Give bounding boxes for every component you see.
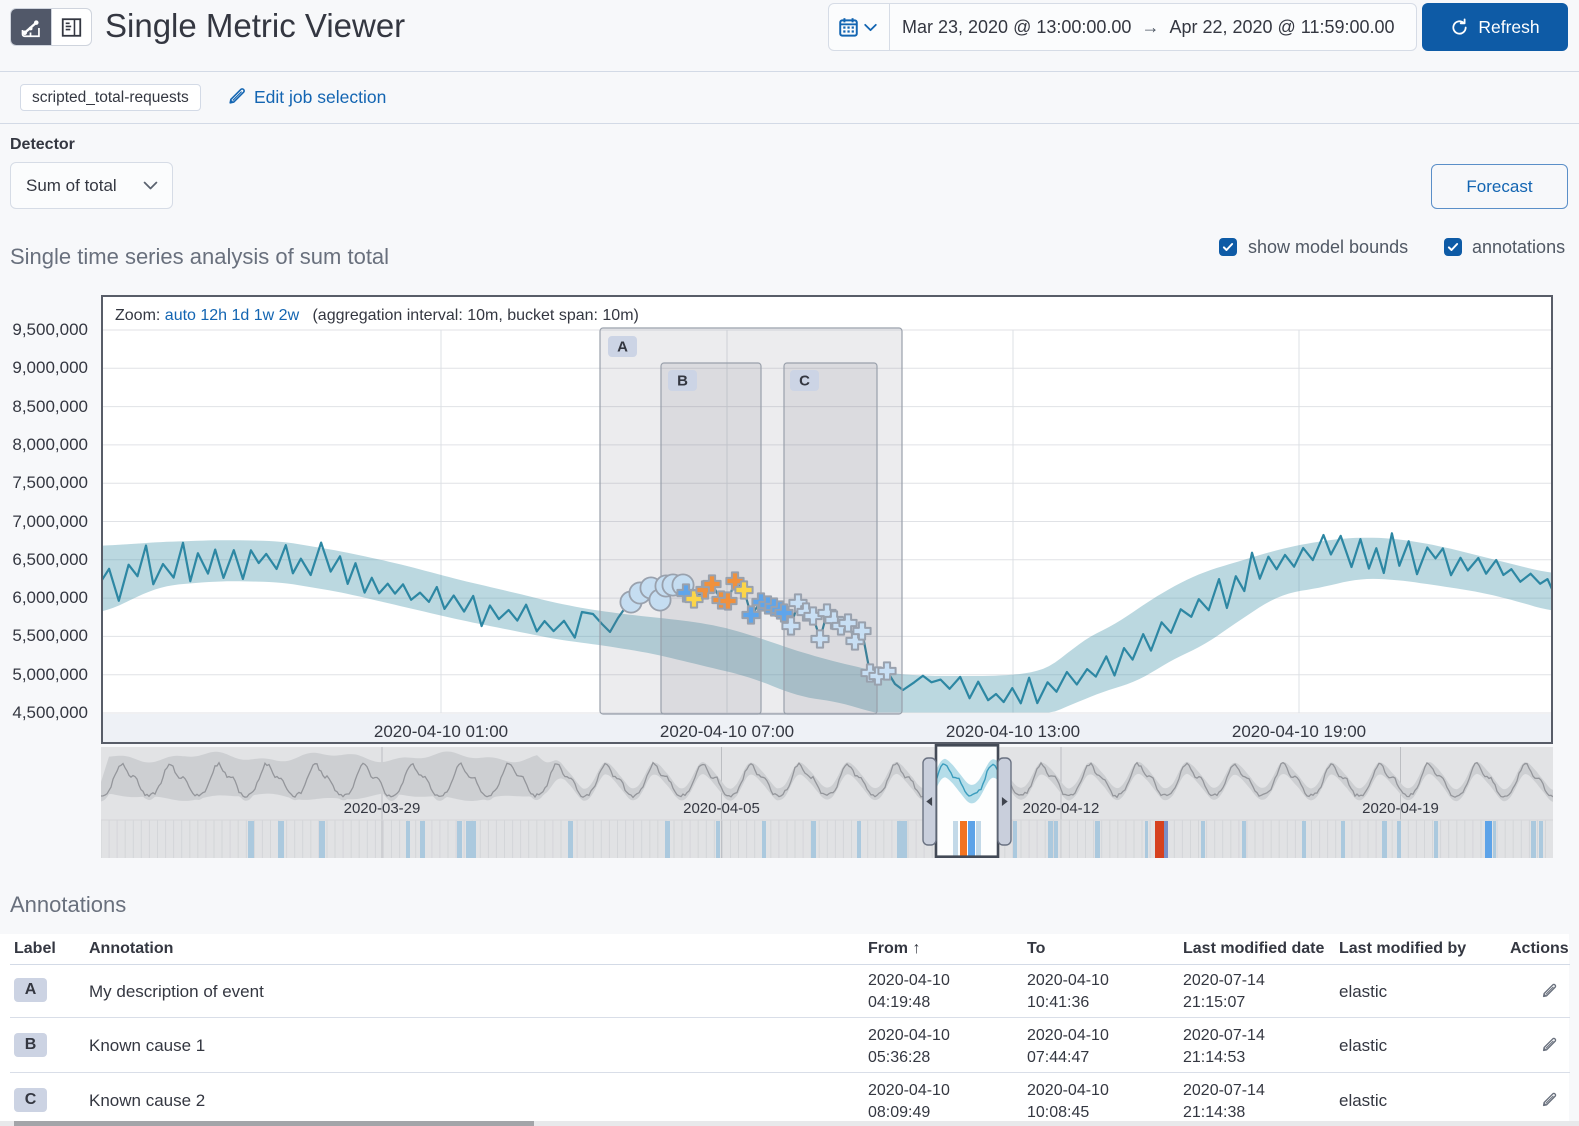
svg-text:2020-04-10 01:00: 2020-04-10 01:00 — [374, 722, 508, 741]
svg-text:2020-04-12: 2020-04-12 — [1023, 800, 1100, 817]
svg-text:2020-04-10 19:00: 2020-04-10 19:00 — [1232, 722, 1366, 741]
svg-text:2020-04-10 13:00: 2020-04-10 13:00 — [946, 722, 1080, 741]
svg-text:A: A — [617, 339, 628, 356]
svg-text:2020-04-10 07:00: 2020-04-10 07:00 — [660, 722, 794, 741]
svg-text:2020-03-29: 2020-03-29 — [344, 800, 421, 817]
svg-text:C: C — [799, 373, 810, 390]
svg-text:B: B — [677, 373, 688, 390]
svg-text:2020-04-19: 2020-04-19 — [1362, 800, 1439, 817]
svg-text:2020-04-05: 2020-04-05 — [683, 800, 760, 817]
